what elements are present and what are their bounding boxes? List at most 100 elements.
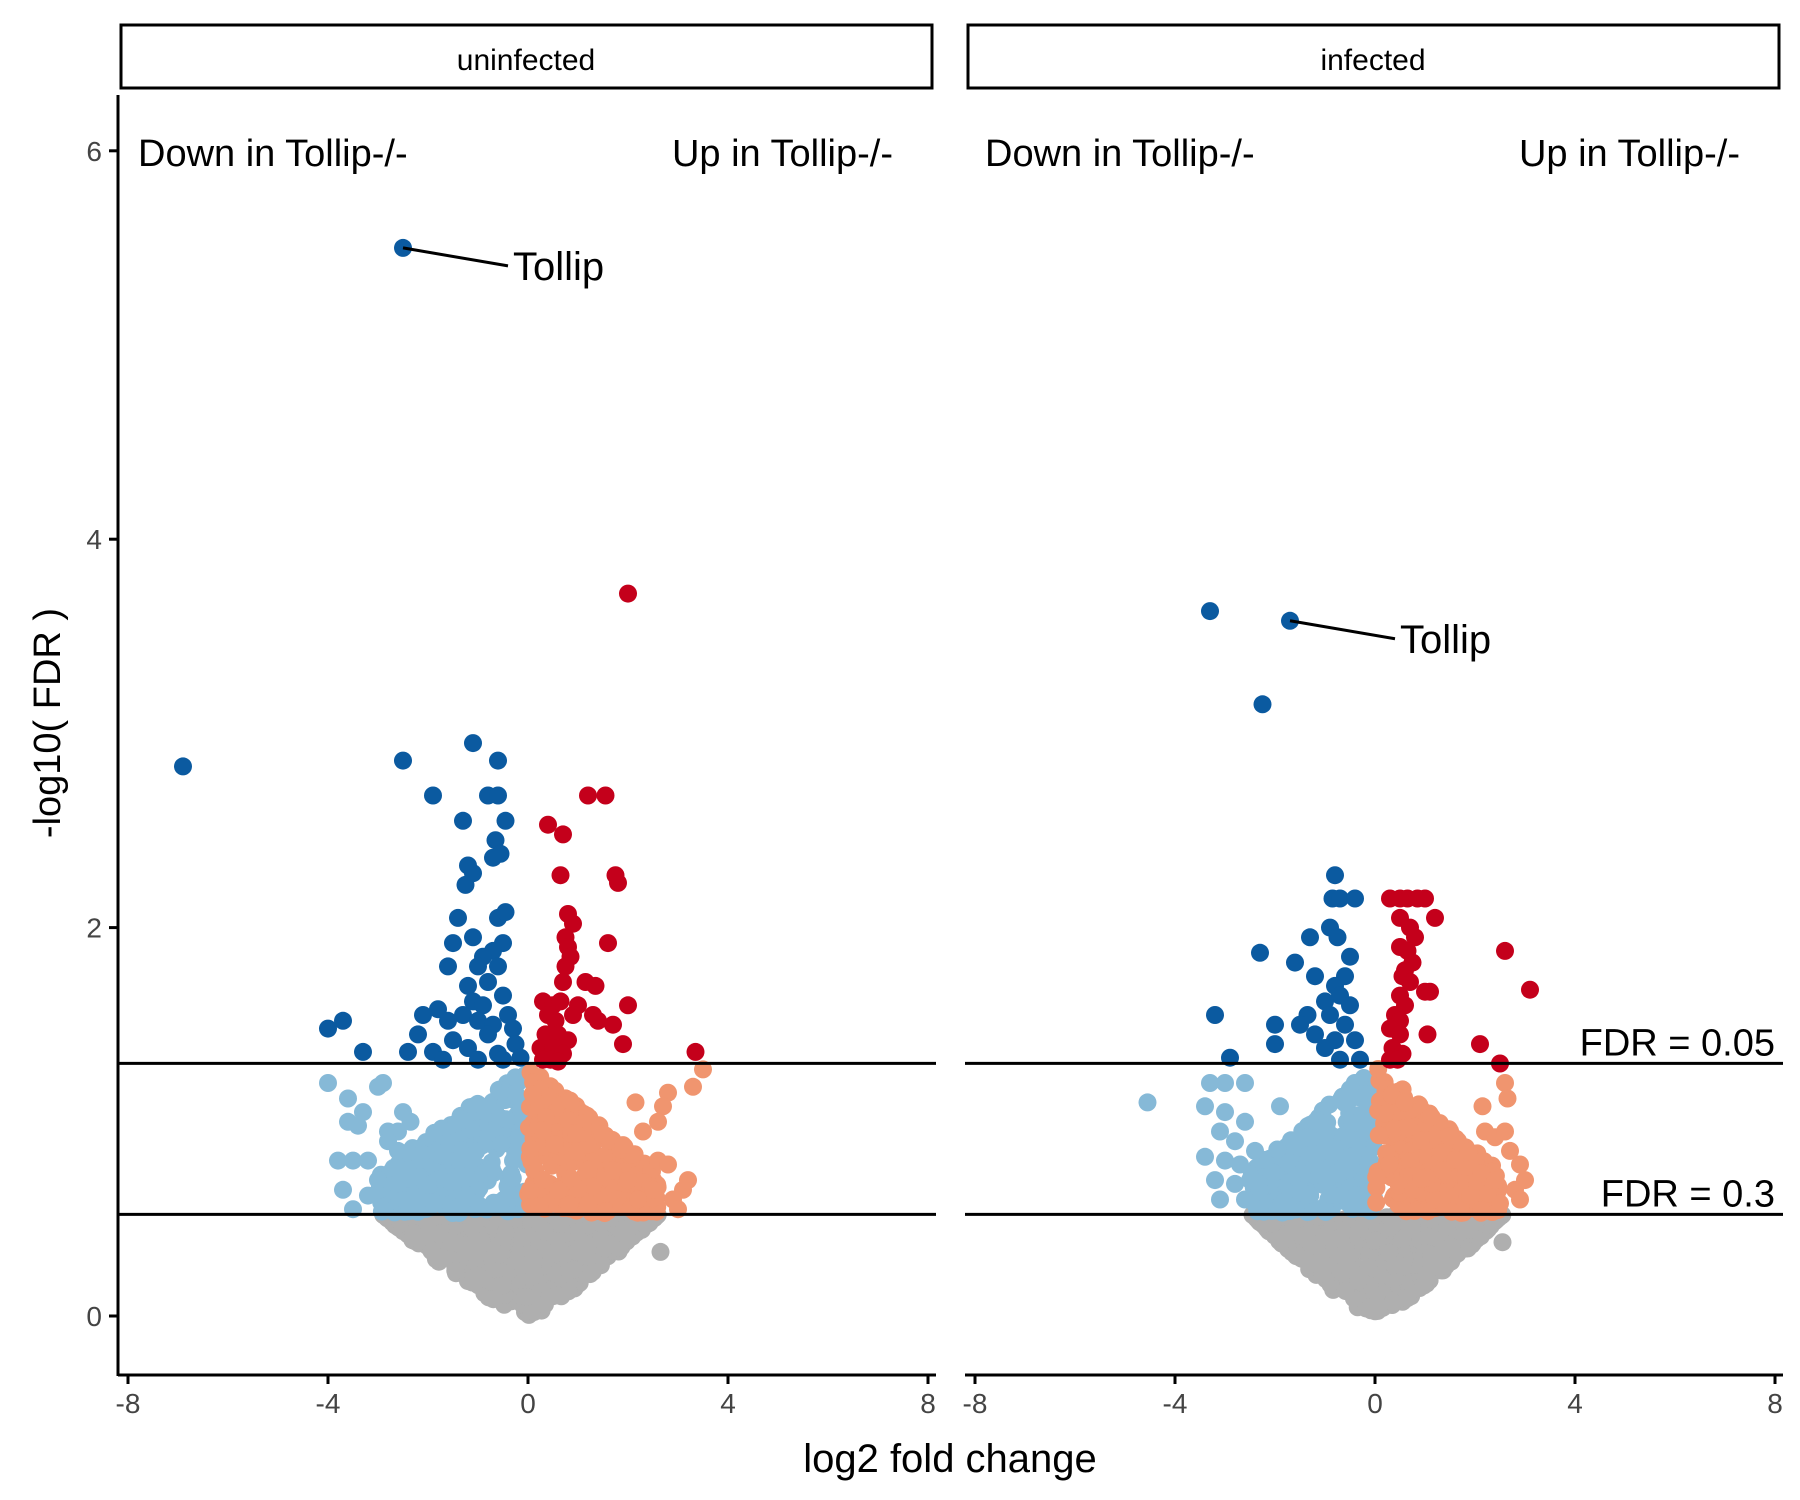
- point-up-trend: [654, 1097, 672, 1116]
- point-up-trend: [1399, 1118, 1418, 1137]
- point-up-sig: [1418, 1025, 1437, 1044]
- strip-box: [966, 23, 1781, 90]
- point-down-sig: [439, 1011, 457, 1030]
- x-tick-label: 0: [520, 1388, 536, 1419]
- threshold-layer: [118, 1061, 936, 1216]
- point-up-sig: [1406, 928, 1424, 947]
- point-down-sig: [1341, 996, 1359, 1015]
- point-up-sig: [1416, 889, 1434, 908]
- point-up-trend: [579, 1195, 598, 1214]
- point-up-trend: [1446, 1150, 1465, 1169]
- point-up-trend: [1375, 1104, 1394, 1123]
- point-down-trend: [344, 1151, 362, 1170]
- point-not-sig: [1460, 1220, 1479, 1239]
- point-not-sig: [1301, 1225, 1319, 1244]
- point-down-trend: [404, 1190, 422, 1209]
- point-up-sig: [564, 1006, 582, 1024]
- point-down-sig: [1346, 889, 1364, 908]
- points-layer: [174, 238, 712, 1324]
- point-down-sig: [464, 928, 482, 947]
- point-up-trend: [1442, 1202, 1461, 1221]
- axes: -8 -4 0 4 8: [116, 1373, 936, 1419]
- point-down-sig: [1326, 866, 1344, 885]
- point-down-trend: [1268, 1140, 1287, 1159]
- point-down-sig: [1251, 943, 1269, 962]
- point-up-trend: [679, 1171, 697, 1190]
- point-up-trend: [604, 1161, 622, 1180]
- point-up-trend: [1440, 1127, 1459, 1146]
- point-down-sig: [1201, 602, 1219, 621]
- point-up-trend: [1478, 1184, 1497, 1203]
- point-down-trend: [506, 1084, 525, 1103]
- point-up-trend: [1385, 1119, 1404, 1138]
- y-tick-label: 2: [86, 913, 102, 944]
- point-down-sig: [1266, 1015, 1284, 1034]
- point-up-trend: [629, 1190, 647, 1209]
- point-up-trend: [1397, 1202, 1416, 1221]
- point-not-sig: [422, 1242, 441, 1260]
- point-up-trend: [1367, 1193, 1386, 1212]
- x-tick-label: 8: [1767, 1388, 1783, 1419]
- point-down-trend: [1340, 1083, 1358, 1101]
- point-not-sig: [403, 1223, 422, 1242]
- point-up-trend: [559, 1111, 578, 1130]
- strip-label: infected: [1320, 44, 1425, 77]
- point-down-sig: [479, 1025, 497, 1044]
- point-down-sig: [469, 957, 487, 976]
- point-up-trend: [561, 1169, 580, 1188]
- point-up-trend: [1412, 1169, 1431, 1188]
- y-tick-label: 4: [86, 524, 102, 555]
- point-down-sig: [444, 934, 462, 953]
- point-not-sig: [1276, 1229, 1295, 1248]
- point-down-trend: [433, 1144, 452, 1163]
- point-up-trend: [523, 1085, 542, 1104]
- point-down-trend: [1271, 1097, 1289, 1116]
- point-up-trend: [545, 1135, 564, 1154]
- point-up-sig: [539, 815, 557, 834]
- point-down-sig: [489, 786, 507, 805]
- point-not-sig: [1349, 1271, 1368, 1290]
- point-down-sig: [454, 811, 472, 830]
- point-down-sig: [494, 1050, 512, 1069]
- point-down-trend: [1246, 1141, 1264, 1160]
- point-up-sig: [604, 1015, 622, 1034]
- point-down-trend: [1201, 1074, 1219, 1092]
- point-down-sig: [459, 976, 477, 995]
- x-tick-label: -4: [316, 1388, 341, 1419]
- point-not-sig: [1350, 1220, 1369, 1239]
- point-up-sig: [1426, 908, 1444, 927]
- point-up-trend: [1369, 1126, 1388, 1145]
- point-down-trend: [1216, 1151, 1234, 1170]
- point-down-sig: [1336, 1015, 1354, 1034]
- point-down-trend: [461, 1152, 480, 1170]
- point-not-sig: [1292, 1249, 1311, 1268]
- point-down-trend: [453, 1110, 472, 1129]
- strip-box: [119, 23, 934, 90]
- point-up-trend: [1491, 1194, 1509, 1213]
- point-up-sig: [619, 996, 637, 1015]
- point-down-trend: [1298, 1128, 1317, 1147]
- point-down-trend: [1332, 1185, 1351, 1204]
- point-down-trend: [1300, 1185, 1319, 1204]
- point-down-sig: [506, 1035, 525, 1054]
- point-down-sig: [1331, 1050, 1349, 1069]
- point-down-trend: [1211, 1122, 1229, 1141]
- point-not-sig: [493, 1276, 512, 1295]
- point-up-trend: [567, 1124, 586, 1143]
- point-up-trend: [1459, 1142, 1478, 1161]
- point-down-trend: [401, 1112, 420, 1131]
- point-down-trend: [374, 1074, 392, 1092]
- point-down-sig: [399, 1042, 417, 1061]
- point-up-trend: [1461, 1186, 1480, 1205]
- point-up-trend: [1395, 1093, 1414, 1112]
- point-down-trend: [1318, 1113, 1337, 1132]
- point-not-sig: [1437, 1218, 1456, 1237]
- point-down-sig: [414, 1006, 432, 1024]
- point-up-sig: [609, 873, 627, 892]
- point-down-trend: [425, 1193, 444, 1212]
- point-down-trend: [495, 1190, 514, 1209]
- point-up-sig: [614, 1035, 632, 1054]
- x-tick-label: -8: [116, 1388, 141, 1419]
- point-up-trend: [549, 1181, 568, 1200]
